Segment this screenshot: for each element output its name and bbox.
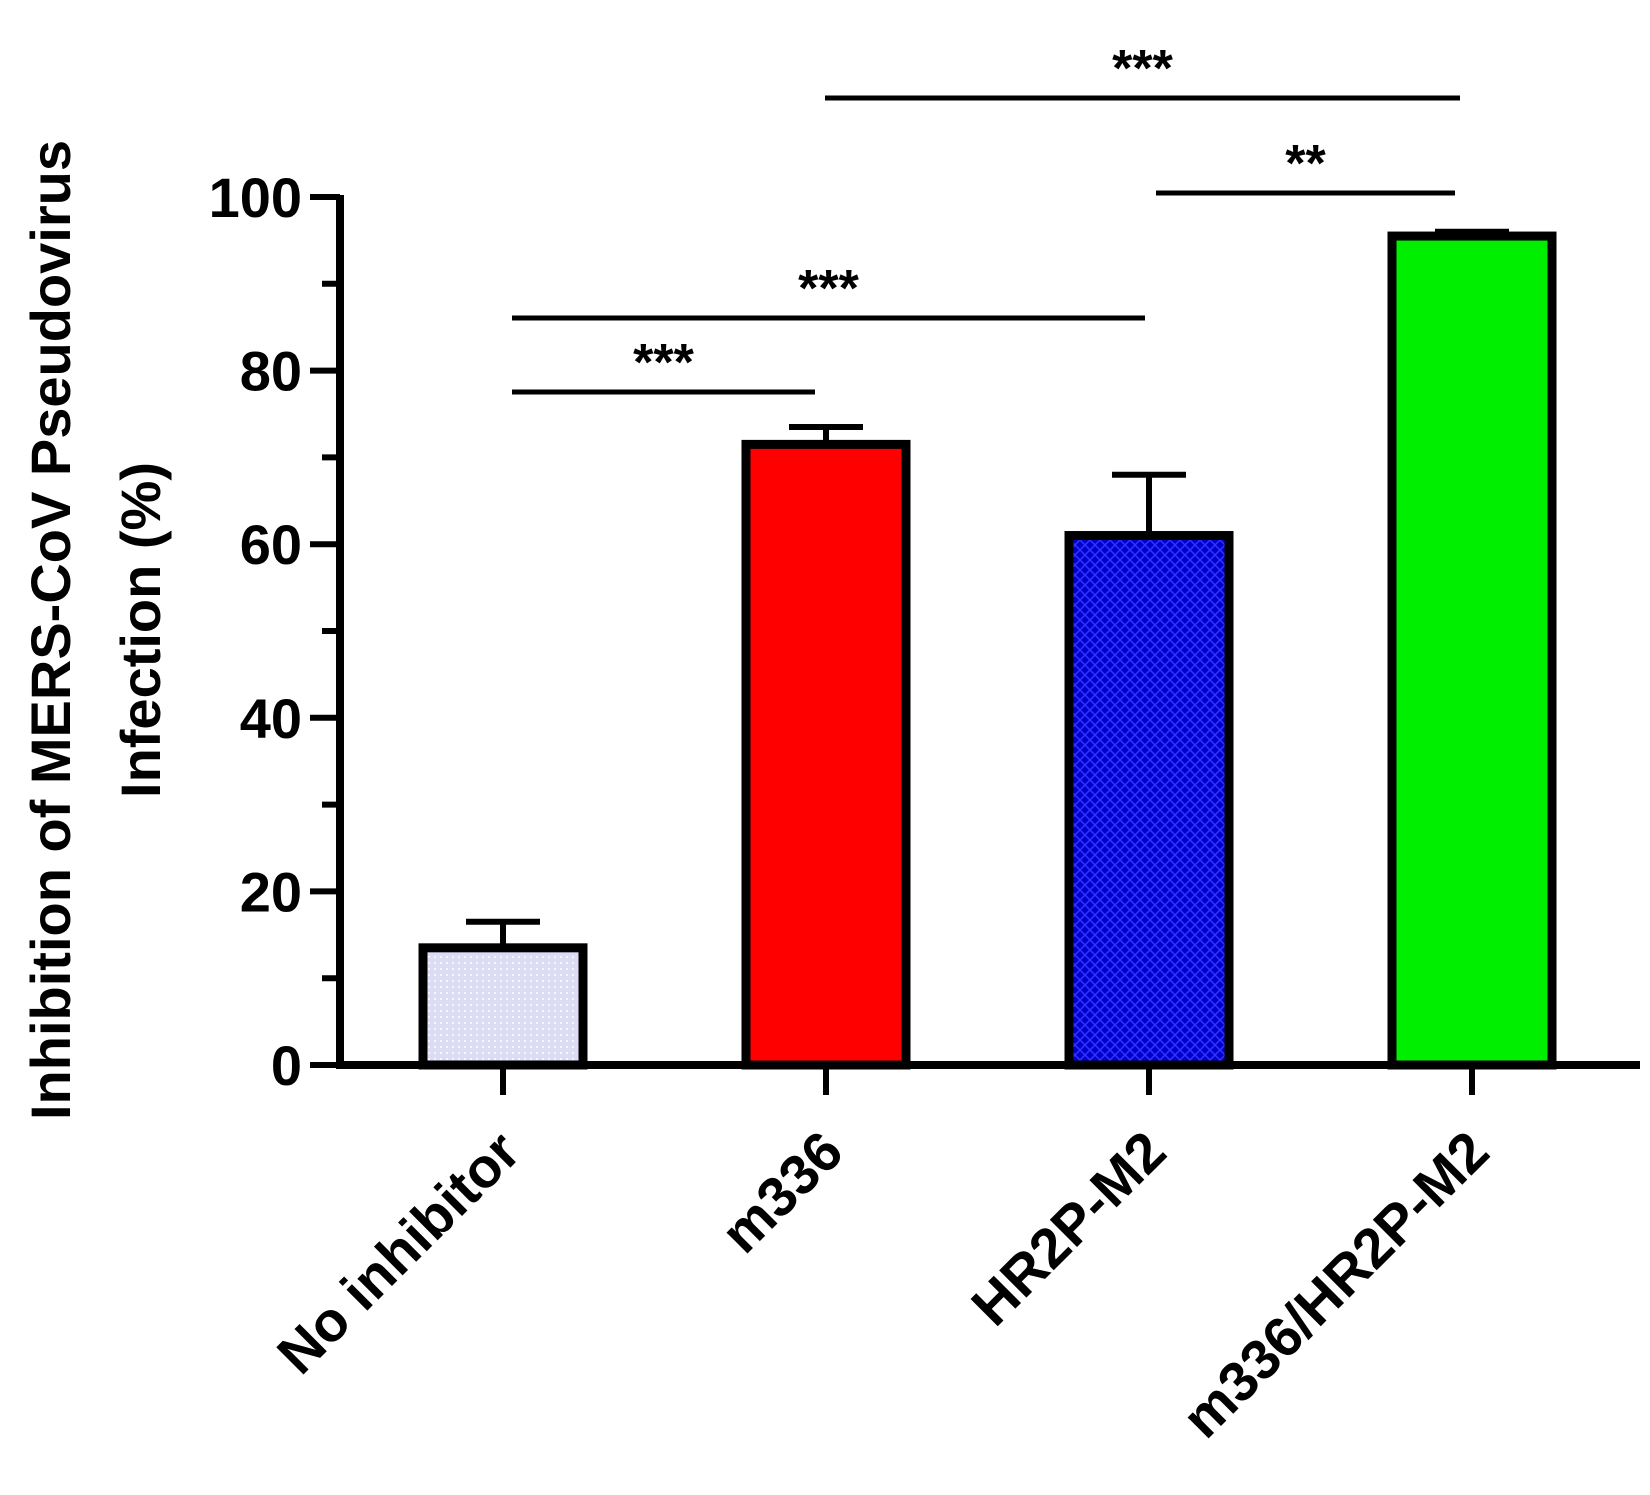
x-category-label: HR2P-M2 xyxy=(959,1119,1177,1337)
y-tick-label: 40 xyxy=(240,687,302,750)
y-tick-label: 20 xyxy=(240,860,302,923)
x-category-label: m336/HR2P-M2 xyxy=(1170,1119,1501,1450)
bar-m336 xyxy=(741,439,911,1070)
significance-label: ** xyxy=(1285,135,1326,193)
y-tick-label: 0 xyxy=(271,1034,302,1097)
significance-label: *** xyxy=(798,260,859,318)
significance-label: *** xyxy=(1112,40,1173,98)
y-tick-label: 80 xyxy=(240,340,302,403)
y-axis-title-line-1: Inhibition of MERS-CoV Pseudovirus xyxy=(19,140,82,1120)
x-category-label: m336 xyxy=(709,1119,855,1265)
significance-brackets: *********** xyxy=(512,40,1460,395)
x-category-label: No inhibitor xyxy=(265,1119,532,1386)
y-axis: 0 20 40 60 80 100 xyxy=(209,166,344,1097)
error-bars xyxy=(466,228,1509,948)
y-axis-title: Inhibition of MERS-CoV Pseudovirus Infec… xyxy=(19,140,172,1120)
bar-no-inhibitor xyxy=(418,943,588,1070)
significance-label: *** xyxy=(633,334,694,392)
y-tick-label: 100 xyxy=(209,166,302,229)
bar-m336-hr2p-m2 xyxy=(1387,231,1557,1070)
y-tick-label: 60 xyxy=(240,513,302,576)
y-axis-title-line-2: Infection (%) xyxy=(109,462,172,798)
bars xyxy=(418,231,1557,1070)
bar-hr2p-m2 xyxy=(1064,531,1234,1070)
